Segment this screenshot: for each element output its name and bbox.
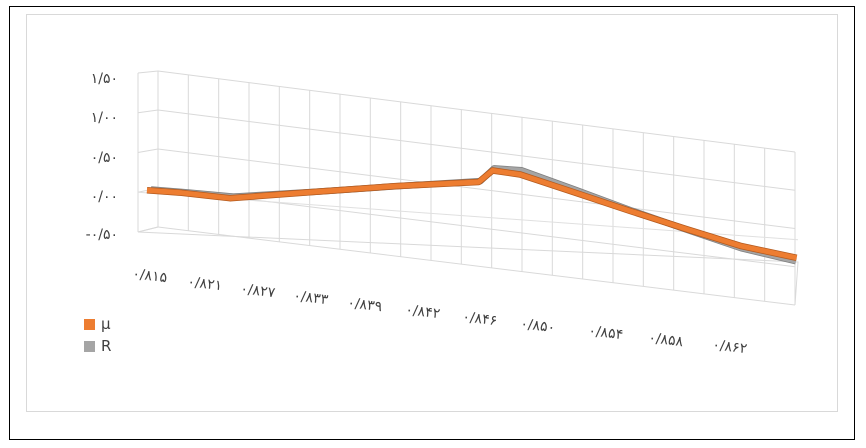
grid-line-horizontal (157, 187, 796, 268)
x-tick-label: ۰/۸۳۹ (347, 295, 383, 315)
grid-line-side (137, 70, 159, 74)
x-tick-label: ۰/۸۲۱ (187, 274, 223, 294)
y-tick-label: ۱/۵۰ (91, 71, 118, 87)
grid-line-horizontal (157, 226, 796, 306)
legend-swatch-mu (84, 318, 95, 330)
x-tick-label: ۰/۸۴۶ (462, 309, 498, 329)
y-axis-tick-labels: -۰/۵۰ ۰/۰۰ ۰/۵۰ ۱/۰۰ ۱/۵۰ (86, 71, 118, 243)
x-axis-tick-labels: ۰/۸۱۵ ۰/۸۲۱ ۰/۸۲۷ ۰/۸۳۳ ۰/۸۳۹ ۰/۸۴۲ ۰/۸۴۶ ۰/۸۵۰… (132, 266, 748, 357)
grid-line-horizontal (157, 148, 796, 229)
y-tick-label: ۰/۵۰ (91, 150, 118, 166)
x-tick-label: ۰/۸۴۲ (405, 302, 441, 322)
x-tick-label: ۰/۸۶۲ (712, 337, 748, 357)
x-tick-label: ۰/۸۵۰ (520, 316, 556, 336)
grid-line-horizontal (157, 70, 796, 153)
legend: μ R (84, 313, 111, 357)
series-line-mu (146, 168, 798, 261)
legend-item-r: R (84, 335, 111, 357)
y-tick-label: ۱/۰۰ (91, 110, 118, 126)
x-tick-label: ۰/۸۵۸ (648, 330, 685, 350)
legend-item-mu: μ (84, 313, 111, 335)
y-tick-label: -۰/۵۰ (86, 227, 118, 243)
series-lines (146, 165, 798, 265)
y-tick-label: ۰/۰۰ (91, 189, 118, 205)
x-tick-label: ۰/۸۳۳ (293, 288, 330, 308)
floor-edge (137, 226, 799, 306)
legend-label-mu: μ (101, 315, 111, 333)
grid-line-horizontal (157, 109, 796, 191)
grid (137, 70, 799, 306)
x-tick-label: ۰/۸۱۵ (132, 266, 168, 286)
grid-line-side (137, 109, 159, 114)
legend-label-r: R (101, 337, 112, 355)
legend-swatch-r (84, 340, 95, 352)
x-tick-label: ۰/۸۵۴ (588, 323, 624, 343)
x-tick-label: ۰/۸۲۷ (240, 281, 277, 301)
grid-line-side (137, 148, 159, 153)
